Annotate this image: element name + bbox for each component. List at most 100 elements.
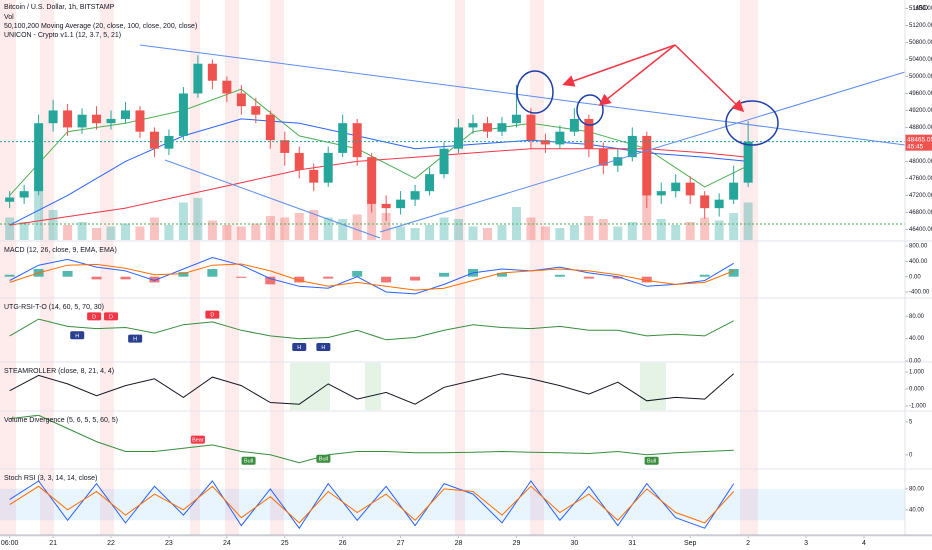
- volume-bar: [63, 225, 73, 240]
- signal-band: [225, 0, 239, 535]
- x-tick-label: 29: [513, 540, 521, 547]
- x-tick-label: 30: [570, 540, 578, 547]
- y-tick-label: 1.000: [909, 370, 925, 376]
- volume-bar: [265, 216, 275, 240]
- indicator-line: [9, 414, 734, 464]
- indicator-label: UNICON - Crypto v1.1 (12, 3.7, 5, 21): [4, 32, 121, 39]
- volume-bar: [555, 228, 565, 240]
- macd-histogram-bar: [554, 274, 565, 277]
- indicator-label: 50,100,200 Moving Average (20, close, 10…: [4, 23, 197, 30]
- trend-line: [139, 44, 906, 146]
- macd-histogram-bar: [381, 276, 392, 283]
- volume-bar: [540, 226, 550, 240]
- volume-bar: [613, 226, 623, 240]
- drawings: [0, 44, 906, 239]
- volume-bar: [207, 220, 217, 240]
- macd-histogram-bar: [496, 272, 507, 277]
- x-tick-label: 31: [628, 540, 636, 547]
- x-tick-label: 21: [49, 540, 57, 547]
- x-tick-label: 28: [455, 540, 463, 547]
- countdown-label: 45:45: [907, 143, 924, 150]
- candle-body: [164, 135, 174, 149]
- signal-label: D: [92, 314, 96, 320]
- trend-line: [164, 159, 381, 239]
- candle-body: [540, 140, 550, 145]
- macd-histogram-bar: [641, 276, 652, 283]
- volume-bar: [381, 213, 391, 240]
- x-tick-label: 06:00: [1, 540, 19, 547]
- candle-body: [193, 63, 203, 94]
- candle-body: [63, 110, 73, 128]
- signal-marker: [190, 435, 205, 444]
- volume-bar: [627, 222, 637, 240]
- y-tick-label: 800.00: [909, 244, 928, 250]
- candle-body: [19, 191, 29, 198]
- x-tick-label: 22: [107, 540, 115, 547]
- signal-band: [530, 0, 544, 535]
- volume-bar: [743, 202, 753, 240]
- candle-body: [627, 135, 637, 158]
- volume-bar: [34, 187, 44, 240]
- volume-bar: [19, 222, 29, 240]
- x-tick-label: 4: [862, 540, 866, 547]
- macd-histogram-bar: [323, 276, 334, 279]
- y-tick-label: 47200.00: [909, 193, 932, 199]
- signal-band: [290, 363, 330, 410]
- macd-histogram-bar: [4, 274, 15, 277]
- candle-body: [569, 118, 579, 132]
- arrow: [598, 44, 676, 106]
- volume-bar: [714, 220, 724, 240]
- volume-bar: [178, 202, 188, 240]
- signal-label: Bull: [647, 459, 656, 465]
- volume-bar: [598, 219, 608, 240]
- signal-marker: [316, 454, 331, 463]
- macd-histogram-bar: [728, 269, 739, 277]
- y-tick-label: 400.00: [909, 259, 928, 265]
- candle-body: [743, 141, 753, 183]
- macd-histogram-bar: [236, 276, 247, 278]
- x-tick-label: Sep: [684, 540, 697, 547]
- signal-band: [270, 0, 284, 535]
- candle-body: [439, 148, 449, 175]
- candle-body: [149, 131, 159, 149]
- candle-body: [120, 110, 130, 119]
- volume-bar: [642, 195, 652, 240]
- volume-bar: [164, 225, 174, 240]
- y-tick-label: -1.000: [909, 404, 927, 410]
- x-tick-label: 25: [281, 540, 289, 547]
- candle-body: [48, 110, 58, 124]
- candle-body: [555, 131, 565, 145]
- y-tick-label: 80.00: [909, 314, 925, 320]
- candle-body: [309, 169, 319, 183]
- highlight-circle: [576, 94, 604, 126]
- x-tick-label: 26: [339, 540, 347, 547]
- signal-band: [640, 363, 666, 410]
- volume-bar: [396, 226, 406, 240]
- macd-histogram-bar: [439, 272, 450, 277]
- y-tick-label: 50000.00: [909, 74, 932, 80]
- candle-body: [251, 106, 261, 115]
- signal-marker: [241, 456, 256, 465]
- volume-bar: [439, 217, 449, 240]
- moving-average: [9, 88, 749, 196]
- macd-histogram-bar: [91, 276, 102, 280]
- volume-bar: [222, 225, 232, 240]
- signal-marker: [104, 312, 119, 321]
- volume-bar: [92, 228, 102, 240]
- volume-bar: [425, 225, 435, 240]
- candle-body: [454, 127, 464, 149]
- candle-body: [425, 174, 435, 192]
- macd-histogram-bar: [120, 276, 131, 280]
- volume-bar: [294, 213, 304, 240]
- y-tick-label: 5: [909, 419, 913, 425]
- signal-marker: [205, 310, 220, 319]
- y-tick-label: 49600.00: [909, 91, 932, 97]
- candle-body: [381, 203, 391, 209]
- signal-marker: [87, 312, 102, 321]
- candle-body: [280, 140, 290, 153]
- volume-bar: [410, 228, 420, 240]
- candle-body: [236, 93, 246, 107]
- candle-body: [367, 157, 377, 204]
- signal-band: [190, 0, 200, 535]
- signal-marker: [128, 334, 143, 343]
